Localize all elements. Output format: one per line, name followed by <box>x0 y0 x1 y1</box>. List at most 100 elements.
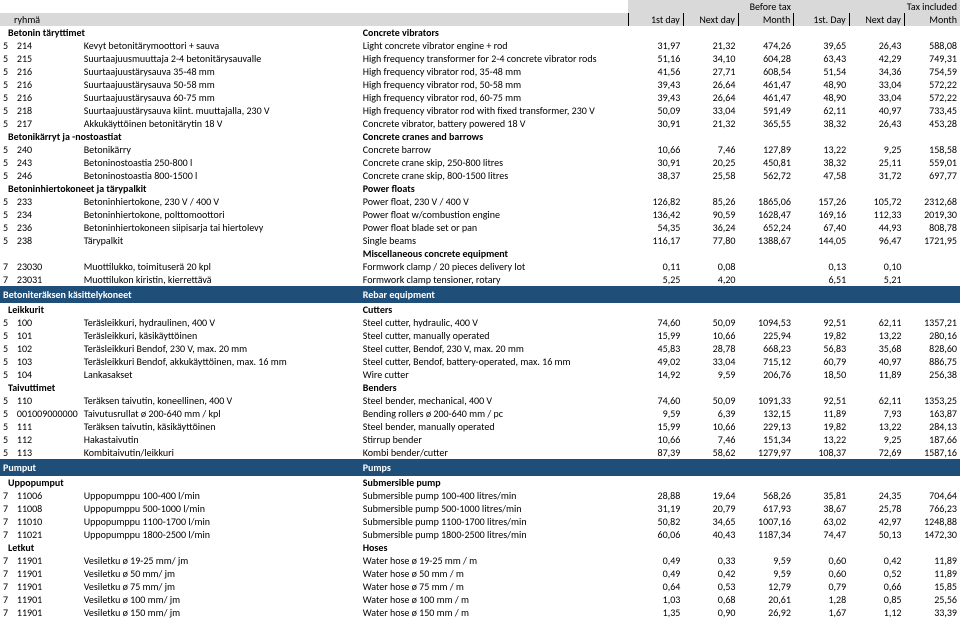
cell-name-en: Light concrete vibrator engine + rod <box>360 39 628 52</box>
section-en: Pumps <box>360 459 960 476</box>
cell-value: 11,89 <box>849 368 904 381</box>
cell-value: 0,64 <box>628 580 683 593</box>
cell-name-en: Kombi bender/cutter <box>360 446 628 459</box>
cell-value: 4,20 <box>683 273 738 286</box>
cell-group: 5 <box>0 91 14 104</box>
cell-value: 0,79 <box>794 580 849 593</box>
cell-value: 9,25 <box>849 143 904 156</box>
cell-name-en: Power float blade set or pan <box>360 221 628 234</box>
cell-code: 233 <box>14 195 81 208</box>
cell-name-fi: Suurtaajuustärysauva 35-48 mm <box>81 65 360 78</box>
cell-value: 10,66 <box>628 433 683 446</box>
cell-name-en: High frequency vibrator rod, 35-48 mm <box>360 65 628 78</box>
cell-value: 0,49 <box>628 554 683 567</box>
cell-value: 0,68 <box>683 593 738 606</box>
cell-value: 40,97 <box>849 104 904 117</box>
cell-group: 7 <box>0 502 14 515</box>
cell-value: 15,85 <box>904 580 960 593</box>
cell-value: 49,02 <box>628 355 683 368</box>
category-en: Concrete vibrators <box>360 26 960 39</box>
cell-value: 7,46 <box>683 143 738 156</box>
cell-group: 5 <box>0 394 14 407</box>
cell-value: 77,80 <box>683 234 738 247</box>
cell-value: 715,12 <box>738 355 793 368</box>
cell-value: 1248,88 <box>904 515 960 528</box>
cell-value: 92,51 <box>794 394 849 407</box>
category-en: Miscellaneous concrete equipment <box>360 247 960 260</box>
cell-value: 39,65 <box>794 39 849 52</box>
col-next-day-2: Next day <box>849 13 904 26</box>
cell-name-en: Water hose ø 150 mm / m <box>360 606 628 619</box>
cell-value: 0,90 <box>683 606 738 619</box>
cell-name-en: Water hose ø 100 mm / m <box>360 593 628 606</box>
data-row: 711901Vesiletku ø 100 mm/ jmWater hose ø… <box>0 593 960 606</box>
cell-name-en: Water hose ø 75 mm / m <box>360 580 628 593</box>
cell-value: 562,72 <box>738 169 793 182</box>
cell-code: 11901 <box>14 554 81 567</box>
tax-included-header: Tax included <box>794 0 960 13</box>
cell-value: 40,97 <box>849 355 904 368</box>
cell-value: 1007,16 <box>738 515 793 528</box>
cell-value: 1721,95 <box>904 234 960 247</box>
cell-value: 1,35 <box>628 606 683 619</box>
cell-name-fi: Taivutusrullat ø 200-640 mm / kpl <box>81 407 360 420</box>
cell-value: 697,77 <box>904 169 960 182</box>
cell-value: 617,93 <box>738 502 793 515</box>
cell-value: 5,25 <box>628 273 683 286</box>
cell-value: 11,89 <box>904 567 960 580</box>
cell-value: 90,59 <box>683 208 738 221</box>
cell-name-fi: Uppopumppu 1800-2500 l/min <box>81 528 360 541</box>
cell-value: 225,94 <box>738 329 793 342</box>
data-row: 5111Teräksen taivutin, käsikäyttöinenSte… <box>0 420 960 433</box>
cell-value: 0,85 <box>849 593 904 606</box>
cell-code: 111 <box>14 420 81 433</box>
cell-group: 7 <box>0 554 14 567</box>
cell-code: 11006 <box>14 489 81 502</box>
cell-value: 9,59 <box>628 407 683 420</box>
cell-name-en: Power float, 230 V / 400 V <box>360 195 628 208</box>
cell-name-fi: Vesiletku ø 100 mm/ jm <box>81 593 360 606</box>
cell-code: 234 <box>14 208 81 221</box>
cell-value: 67,40 <box>794 221 849 234</box>
cell-value: 25,11 <box>849 156 904 169</box>
cell-value: 12,79 <box>738 580 793 593</box>
cell-value: 1628,47 <box>738 208 793 221</box>
cell-value: 62,11 <box>794 104 849 117</box>
category-fi: Betonin täryttimet <box>0 26 360 39</box>
cell-name-en: Steel cutter, manually operated <box>360 329 628 342</box>
cell-value: 9,59 <box>738 567 793 580</box>
cell-value: 20,61 <box>738 593 793 606</box>
cell-name-en: Wire cutter <box>360 368 628 381</box>
cell-name-en: Steel bender, manually operated <box>360 420 628 433</box>
cell-value: 44,93 <box>849 221 904 234</box>
cell-name-en: Submersible pump 500-1000 litres/min <box>360 502 628 515</box>
cell-value: 608,54 <box>738 65 793 78</box>
cell-group: 5 <box>0 78 14 91</box>
data-row: 5240BetonikärryConcrete barrow10,667,461… <box>0 143 960 156</box>
cell-code: 103 <box>14 355 81 368</box>
cell-code: 216 <box>14 78 81 91</box>
data-row: 711021Uppopumppu 1800-2500 l/minSubmersi… <box>0 528 960 541</box>
cell-code: 110 <box>14 394 81 407</box>
cell-value: 38,32 <box>794 156 849 169</box>
category-en: Power floats <box>360 182 960 195</box>
cell-value: 54,35 <box>628 221 683 234</box>
cell-name-fi: Hakastaivutin <box>81 433 360 446</box>
cell-value: 38,32 <box>794 117 849 130</box>
cell-value: 30,91 <box>628 117 683 130</box>
cell-value: 450,81 <box>738 156 793 169</box>
cell-code: 216 <box>14 65 81 78</box>
category-header: Miscellaneous concrete equipment <box>0 247 960 260</box>
cell-group: 7 <box>0 260 14 273</box>
cell-value: 1279,97 <box>738 446 793 459</box>
cell-value: 591,49 <box>738 104 793 117</box>
cell-code: 104 <box>14 368 81 381</box>
cell-value: 474,26 <box>738 39 793 52</box>
data-row: 5236Betoninhiertokoneen siipisarja tai h… <box>0 221 960 234</box>
cell-value: 13,22 <box>849 329 904 342</box>
cell-value: 2312,68 <box>904 195 960 208</box>
cell-code: 236 <box>14 221 81 234</box>
data-row: 5103Teräsleikkuri Bendof, akkukäyttöinen… <box>0 355 960 368</box>
cell-value: 0,42 <box>683 567 738 580</box>
data-row: 5234Betoninhiertokone, polttomoottoriPow… <box>0 208 960 221</box>
